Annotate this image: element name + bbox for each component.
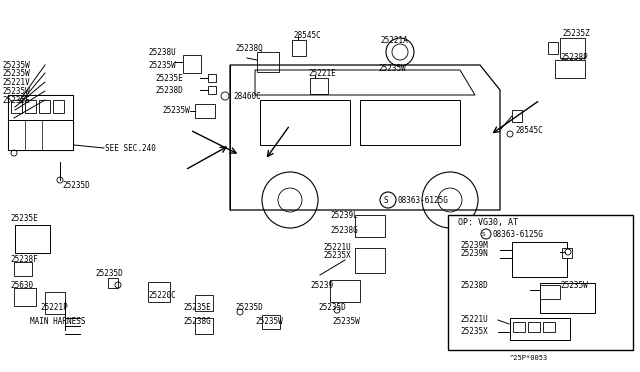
Text: 25238F: 25238F <box>10 256 38 264</box>
Text: 25235D: 25235D <box>235 304 263 312</box>
Bar <box>548 42 558 54</box>
Text: 25235E: 25235E <box>183 304 211 312</box>
Bar <box>39 100 50 113</box>
Text: 25220C: 25220C <box>148 291 176 299</box>
Text: 28460C: 28460C <box>233 92 260 100</box>
Text: 25630: 25630 <box>10 282 33 291</box>
Text: 25221U: 25221U <box>460 315 488 324</box>
Text: 25238G: 25238G <box>330 225 358 234</box>
Text: 25235E: 25235E <box>2 96 29 105</box>
Bar <box>355 248 385 273</box>
Bar <box>257 52 279 72</box>
Text: 28545C: 28545C <box>515 125 543 135</box>
Bar <box>45 292 65 314</box>
Text: 25238D: 25238D <box>155 86 183 94</box>
Text: 25238G: 25238G <box>183 317 211 327</box>
Bar <box>208 86 216 94</box>
Bar <box>540 285 560 299</box>
Bar <box>25 100 36 113</box>
Text: S: S <box>384 196 388 205</box>
Bar <box>208 74 216 82</box>
Bar <box>543 322 555 332</box>
Bar <box>560 38 585 58</box>
Bar <box>310 78 328 94</box>
Bar <box>8 95 73 150</box>
Bar <box>195 295 213 311</box>
Text: 25235D: 25235D <box>62 180 90 189</box>
Text: 25235W: 25235W <box>148 61 176 70</box>
Text: 25235X: 25235X <box>460 327 488 337</box>
Text: 25238Q: 25238Q <box>235 44 263 52</box>
Bar <box>262 315 280 329</box>
Bar <box>562 248 572 258</box>
Bar <box>512 110 522 122</box>
Text: 25239M: 25239M <box>460 241 488 250</box>
Bar <box>108 278 118 288</box>
Text: 25235W: 25235W <box>2 61 29 70</box>
Bar <box>148 282 170 302</box>
Text: S: S <box>482 231 486 237</box>
Bar <box>8 95 73 120</box>
Text: 25221E: 25221E <box>308 68 336 77</box>
Text: ^25P*0053: ^25P*0053 <box>510 355 548 361</box>
Text: 25235W: 25235W <box>332 317 360 327</box>
Text: 08363-6125G: 08363-6125G <box>493 230 544 238</box>
Text: 25235D: 25235D <box>318 304 346 312</box>
Text: SEE SEC.240: SEE SEC.240 <box>105 144 156 153</box>
Bar <box>195 104 215 118</box>
Text: 25235X: 25235X <box>323 251 351 260</box>
Text: 25235W: 25235W <box>162 106 189 115</box>
Text: 28545C: 28545C <box>293 31 321 39</box>
Bar <box>183 55 201 73</box>
Text: MAIN HARNESS: MAIN HARNESS <box>30 317 86 327</box>
Bar <box>355 215 385 237</box>
Text: 25239: 25239 <box>310 280 333 289</box>
Bar <box>15 225 50 253</box>
Bar <box>11 100 22 113</box>
Text: 25221V: 25221V <box>2 77 29 87</box>
Text: 25239N: 25239N <box>460 250 488 259</box>
Text: 25235W: 25235W <box>378 64 406 73</box>
Bar <box>260 100 350 145</box>
Text: 25239L: 25239L <box>330 211 358 219</box>
Bar <box>14 288 36 306</box>
Bar <box>195 318 213 334</box>
Text: 25238P: 25238P <box>560 52 588 61</box>
Text: 25235Z: 25235Z <box>562 29 589 38</box>
Text: 25235W: 25235W <box>255 317 283 327</box>
Text: 08363-6125G: 08363-6125G <box>398 196 449 205</box>
Text: 25235W: 25235W <box>560 280 588 289</box>
Bar <box>555 60 585 78</box>
Text: OP: VG30, AT: OP: VG30, AT <box>458 218 518 227</box>
Text: 25235W: 25235W <box>2 68 29 77</box>
Bar <box>513 322 525 332</box>
Text: 25221U: 25221U <box>323 244 351 253</box>
Text: 25221P: 25221P <box>40 304 68 312</box>
Text: 25235D: 25235D <box>95 269 123 279</box>
Text: 25235W: 25235W <box>2 87 29 96</box>
Bar <box>53 100 64 113</box>
Text: 25238U: 25238U <box>148 48 176 57</box>
Bar <box>330 280 360 302</box>
Text: 25221A: 25221A <box>380 35 408 45</box>
Bar <box>360 100 460 145</box>
Bar <box>528 322 540 332</box>
Text: 25238D: 25238D <box>460 280 488 289</box>
Bar <box>510 318 570 340</box>
Text: 25235E: 25235E <box>155 74 183 83</box>
Bar <box>292 40 306 56</box>
Text: 25235E: 25235E <box>10 214 38 222</box>
Bar <box>8 120 73 150</box>
Bar <box>448 215 633 350</box>
Bar <box>540 283 595 313</box>
Bar <box>14 262 32 276</box>
Bar <box>512 242 567 277</box>
